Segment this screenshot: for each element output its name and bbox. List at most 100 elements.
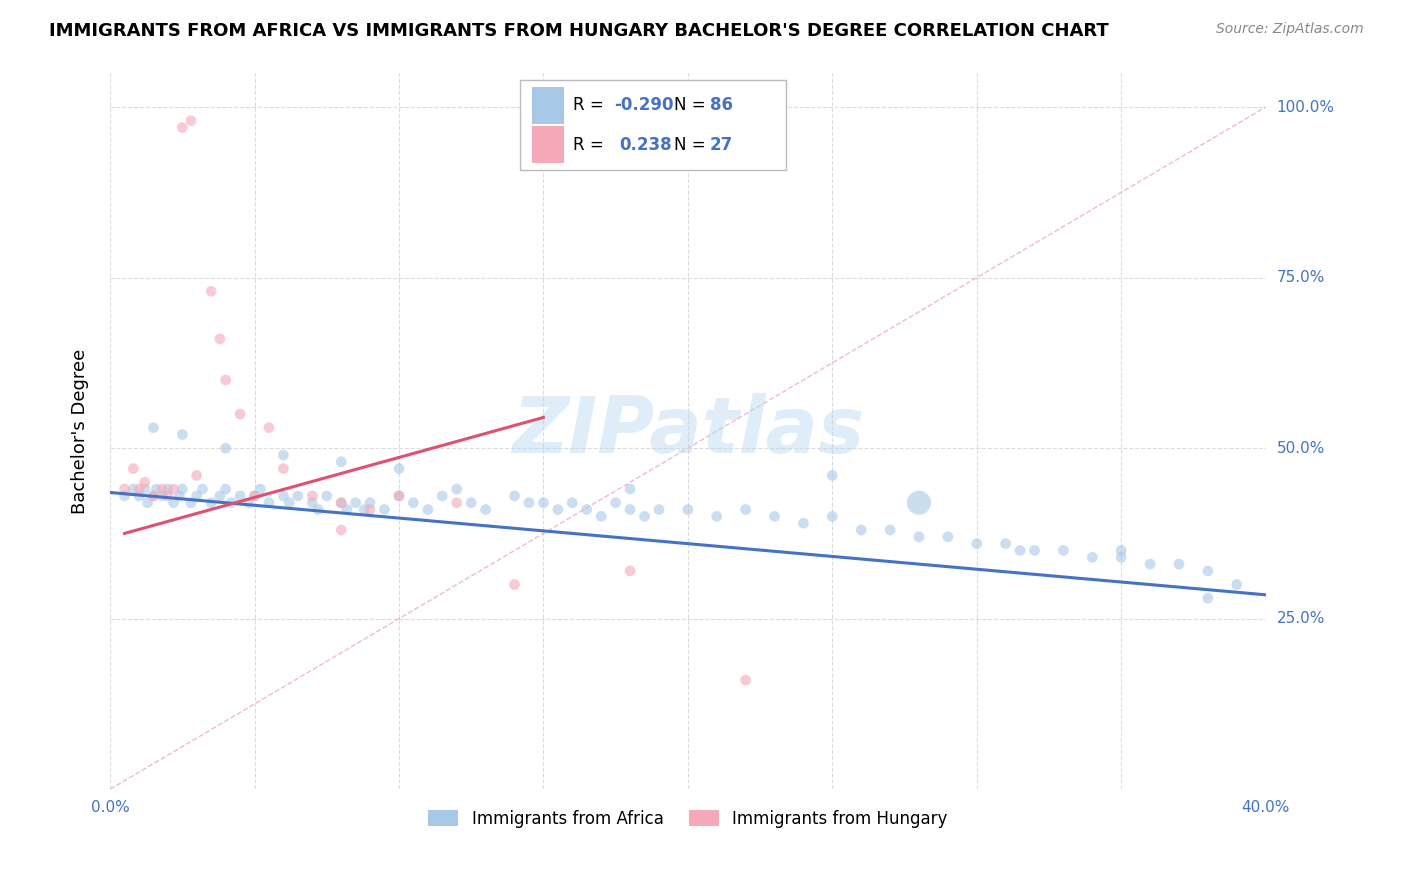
- Point: [879, 523, 901, 537]
- Point: [273, 448, 295, 462]
- Point: [1052, 543, 1074, 558]
- Point: [605, 496, 627, 510]
- Point: [460, 496, 482, 510]
- Text: Source: ZipAtlas.com: Source: ZipAtlas.com: [1216, 22, 1364, 37]
- Point: [575, 502, 598, 516]
- Point: [1109, 543, 1132, 558]
- Point: [186, 468, 208, 483]
- FancyBboxPatch shape: [531, 87, 564, 124]
- Point: [150, 489, 173, 503]
- Point: [734, 673, 756, 687]
- Point: [388, 461, 411, 475]
- Point: [619, 482, 641, 496]
- Point: [273, 461, 295, 475]
- Point: [128, 482, 150, 496]
- Point: [734, 502, 756, 516]
- Text: R =: R =: [574, 136, 614, 153]
- Point: [162, 496, 184, 510]
- Text: 75.0%: 75.0%: [1277, 270, 1324, 285]
- Point: [706, 509, 728, 524]
- Point: [1168, 557, 1191, 571]
- Point: [214, 373, 236, 387]
- Text: 25.0%: 25.0%: [1277, 611, 1324, 626]
- Point: [966, 536, 988, 550]
- Point: [229, 489, 252, 503]
- Point: [388, 489, 411, 503]
- Point: [122, 461, 145, 475]
- Point: [994, 536, 1017, 550]
- Point: [257, 420, 280, 434]
- Point: [191, 482, 214, 496]
- Point: [619, 564, 641, 578]
- FancyBboxPatch shape: [520, 80, 786, 169]
- Point: [142, 420, 165, 434]
- Point: [359, 496, 381, 510]
- Point: [214, 482, 236, 496]
- Point: [402, 496, 425, 510]
- Point: [330, 455, 353, 469]
- Point: [388, 489, 411, 503]
- Point: [908, 496, 931, 510]
- Point: [821, 468, 844, 483]
- Point: [169, 489, 191, 503]
- Point: [503, 489, 526, 503]
- Point: [278, 496, 301, 510]
- Point: [1010, 543, 1032, 558]
- Point: [186, 489, 208, 503]
- Point: [821, 509, 844, 524]
- Point: [180, 113, 202, 128]
- Point: [172, 120, 194, 135]
- Point: [134, 475, 156, 490]
- Point: [1081, 550, 1104, 565]
- Point: [136, 496, 159, 510]
- Point: [1226, 577, 1249, 591]
- Point: [531, 496, 554, 510]
- Legend: Immigrants from Africa, Immigrants from Hungary: Immigrants from Africa, Immigrants from …: [422, 804, 955, 835]
- Point: [851, 523, 873, 537]
- Point: [1024, 543, 1046, 558]
- Point: [114, 482, 136, 496]
- Point: [359, 502, 381, 516]
- Text: N =: N =: [673, 136, 711, 153]
- Point: [150, 482, 173, 496]
- Point: [446, 496, 468, 510]
- Point: [301, 496, 323, 510]
- Point: [142, 489, 165, 503]
- Text: 0.238: 0.238: [620, 136, 672, 153]
- Point: [315, 489, 337, 503]
- Text: 86: 86: [710, 96, 733, 114]
- Point: [474, 502, 496, 516]
- Point: [200, 496, 222, 510]
- Text: IMMIGRANTS FROM AFRICA VS IMMIGRANTS FROM HUNGARY BACHELOR'S DEGREE CORRELATION : IMMIGRANTS FROM AFRICA VS IMMIGRANTS FRO…: [49, 22, 1109, 40]
- FancyBboxPatch shape: [531, 126, 564, 163]
- Point: [287, 489, 309, 503]
- Point: [1197, 564, 1219, 578]
- Text: N =: N =: [673, 96, 711, 114]
- Point: [908, 530, 931, 544]
- Point: [503, 577, 526, 591]
- Point: [156, 489, 179, 503]
- Point: [214, 441, 236, 455]
- Point: [180, 496, 202, 510]
- Text: ZIPatlas: ZIPatlas: [512, 393, 863, 469]
- Text: 50.0%: 50.0%: [1277, 441, 1324, 456]
- Point: [561, 496, 583, 510]
- Point: [330, 523, 353, 537]
- Point: [1109, 550, 1132, 565]
- Point: [156, 482, 179, 496]
- Point: [373, 502, 395, 516]
- Point: [128, 489, 150, 503]
- Point: [792, 516, 814, 531]
- Point: [243, 489, 266, 503]
- Point: [162, 482, 184, 496]
- Point: [301, 489, 323, 503]
- Point: [676, 502, 699, 516]
- Text: 0.0%: 0.0%: [91, 800, 129, 815]
- Point: [145, 482, 167, 496]
- Text: 27: 27: [710, 136, 733, 153]
- Point: [1139, 557, 1161, 571]
- Point: [547, 502, 569, 516]
- Point: [229, 407, 252, 421]
- Point: [249, 482, 271, 496]
- Point: [243, 489, 266, 503]
